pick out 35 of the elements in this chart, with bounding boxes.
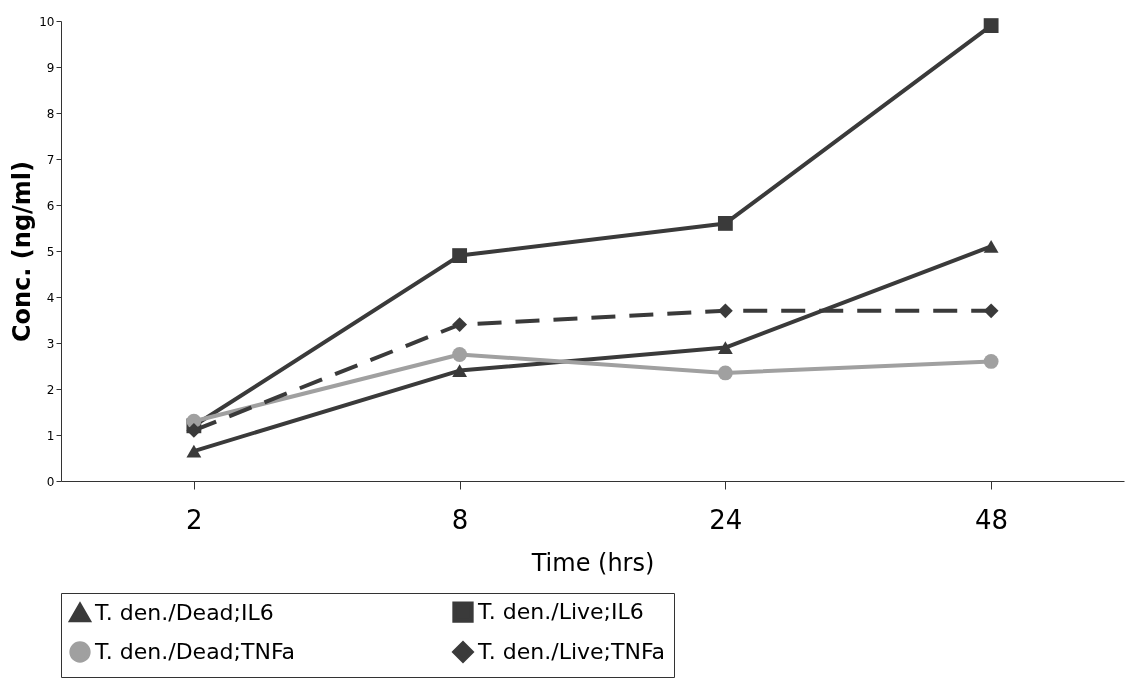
point — [452, 317, 468, 333]
point — [186, 444, 202, 458]
y-tick-label: 10 — [39, 14, 55, 29]
y-tick-label: 9 — [46, 60, 55, 75]
point — [717, 303, 733, 319]
y-tick-label: 5 — [46, 244, 55, 259]
y-tick-label: 8 — [46, 106, 55, 121]
x-tick-label: 2 — [186, 504, 203, 535]
legend-label: T. den./Live;IL6 — [477, 599, 644, 625]
legend-label: T. den./Dead;TNFa — [94, 639, 296, 664]
point — [452, 248, 468, 264]
point — [186, 422, 202, 438]
legend-label: T. den./Dead;IL6 — [94, 599, 274, 625]
point — [452, 347, 468, 362]
point — [717, 215, 733, 231]
y-tick-label: 6 — [46, 198, 55, 213]
point — [983, 303, 999, 319]
y-axis-title: Conc. (ng/ml) — [8, 160, 37, 343]
point — [983, 354, 999, 369]
x-tick-label: 24 — [709, 504, 743, 535]
y-tick-label: 0 — [46, 474, 55, 489]
point — [983, 18, 999, 34]
x-tick-label: 48 — [975, 504, 1009, 535]
point — [717, 341, 733, 355]
y-tick-label: 4 — [46, 290, 55, 305]
point — [717, 365, 733, 381]
y-tick-label: 1 — [46, 428, 55, 443]
y-tick-label: 7 — [46, 152, 55, 167]
legend-label: T. den./Live;TNFa — [477, 639, 666, 664]
x-axis-title: Time (hrs) — [530, 548, 655, 577]
y-tick-label: 2 — [46, 382, 55, 397]
point — [452, 364, 468, 378]
point — [983, 239, 999, 253]
x-tick-label: 8 — [451, 504, 469, 535]
y-tick-label: 3 — [46, 336, 55, 351]
